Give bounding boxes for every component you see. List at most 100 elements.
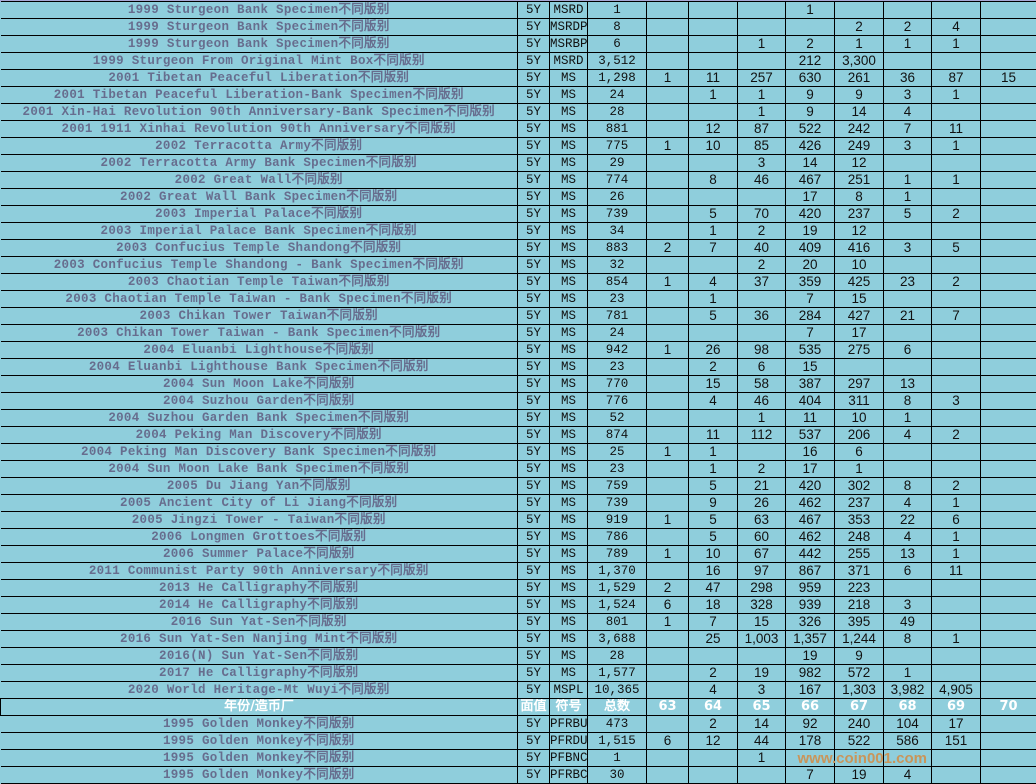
grade-63-cell[interactable] <box>647 172 689 189</box>
grade-67-cell[interactable]: 8 <box>835 189 884 206</box>
grade-63-cell[interactable] <box>647 427 689 444</box>
grade-68-cell[interactable] <box>884 155 932 172</box>
grade-67-cell[interactable]: 297 <box>835 376 884 393</box>
grade-70-cell[interactable] <box>981 155 1036 172</box>
grade-64-cell[interactable]: 12 <box>689 733 738 750</box>
total-cell[interactable]: 759 <box>588 478 647 495</box>
grade-code-cell[interactable]: MS <box>550 495 588 512</box>
grade-70-cell[interactable] <box>981 257 1036 274</box>
grade-64-cell[interactable]: 12 <box>689 121 738 138</box>
grade-68-cell[interactable]: 13 <box>884 376 932 393</box>
coin-name-cell[interactable]: 2003 Imperial Palace不同版别 <box>1 206 518 223</box>
grade-65-cell[interactable] <box>738 19 786 36</box>
grade-67-cell[interactable] <box>835 2 884 19</box>
grade-64-cell[interactable]: 5 <box>689 478 738 495</box>
grade-code-cell[interactable]: MSRD <box>550 53 588 70</box>
grade-69-cell[interactable]: 1 <box>932 36 981 53</box>
grade-70-cell[interactable] <box>981 767 1036 784</box>
grade-64-cell[interactable]: 1 <box>689 444 738 461</box>
face-value-cell[interactable]: 5Y <box>518 410 550 427</box>
coin-name-cell[interactable]: 2003 Confucius Temple Shandong不同版别 <box>1 240 518 257</box>
face-value-cell[interactable]: 5Y <box>518 750 550 767</box>
face-value-cell[interactable]: 5Y <box>518 172 550 189</box>
grade-69-cell[interactable] <box>932 342 981 359</box>
grade-code-cell[interactable]: MSRD <box>550 2 588 19</box>
grade-66-cell[interactable]: 420 <box>786 478 835 495</box>
grade-70-cell[interactable] <box>981 461 1036 478</box>
grade-69-cell[interactable] <box>932 461 981 478</box>
grade-68-cell[interactable]: 4 <box>884 495 932 512</box>
grade-64-cell[interactable] <box>689 257 738 274</box>
grade-66-cell[interactable]: 982 <box>786 665 835 682</box>
grade-70-cell[interactable] <box>981 291 1036 308</box>
face-value-cell[interactable]: 5Y <box>518 682 550 699</box>
grade-65-cell[interactable]: 14 <box>738 716 786 733</box>
grade-70-cell[interactable] <box>981 36 1036 53</box>
coin-name-cell[interactable]: 2004 Peking Man Discovery不同版别 <box>1 427 518 444</box>
grade-65-cell[interactable] <box>738 291 786 308</box>
grade-69-cell[interactable]: 5 <box>932 240 981 257</box>
grade-67-cell[interactable]: 371 <box>835 563 884 580</box>
grade-69-cell[interactable]: 2 <box>932 274 981 291</box>
grade-64-cell[interactable]: 7 <box>689 240 738 257</box>
grade-69-cell[interactable] <box>932 410 981 427</box>
grade-70-cell[interactable] <box>981 189 1036 206</box>
coin-name-cell[interactable]: 2004 Peking Man Discovery Bank Specimen不… <box>1 444 518 461</box>
grade-64-cell[interactable]: 2 <box>689 665 738 682</box>
grade-66-cell[interactable]: 630 <box>786 70 835 87</box>
face-value-cell[interactable]: 5Y <box>518 461 550 478</box>
grade-70-cell[interactable]: 15 <box>981 70 1036 87</box>
grade-code-cell[interactable]: MS <box>550 563 588 580</box>
grade-63-cell[interactable] <box>647 563 689 580</box>
face-value-cell[interactable]: 5Y <box>518 189 550 206</box>
coin-name-cell[interactable]: 1999 Sturgeon Bank Specimen不同版别 <box>1 2 518 19</box>
face-value-cell[interactable]: 5Y <box>518 70 550 87</box>
total-cell[interactable]: 1,524 <box>588 597 647 614</box>
grade-code-cell[interactable]: MS <box>550 172 588 189</box>
grade-66-cell[interactable]: 867 <box>786 563 835 580</box>
face-value-cell[interactable]: 5Y <box>518 597 550 614</box>
grade-68-cell[interactable] <box>884 2 932 19</box>
grade-68-cell[interactable] <box>884 461 932 478</box>
grade-70-cell[interactable] <box>981 393 1036 410</box>
grade-63-cell[interactable] <box>647 461 689 478</box>
coin-name-cell[interactable]: 2001 1911 Xinhai Revolution 90th Anniver… <box>1 121 518 138</box>
coin-name-cell[interactable]: 2016 Sun Yat-Sen不同版别 <box>1 614 518 631</box>
grade-70-cell[interactable] <box>981 410 1036 427</box>
total-cell[interactable]: 874 <box>588 427 647 444</box>
grade-67-cell[interactable]: 2 <box>835 19 884 36</box>
grade-64-cell[interactable] <box>689 36 738 53</box>
grade-70-cell[interactable] <box>981 240 1036 257</box>
grade-68-cell[interactable]: 4 <box>884 427 932 444</box>
grade-69-cell[interactable]: 1 <box>932 87 981 104</box>
total-cell[interactable]: 52 <box>588 410 647 427</box>
face-value-cell[interactable]: 5Y <box>518 546 550 563</box>
grade-66-cell[interactable]: 15 <box>786 359 835 376</box>
grade-70-cell[interactable] <box>981 376 1036 393</box>
grade-65-cell[interactable] <box>738 189 786 206</box>
grade-70-cell[interactable] <box>981 87 1036 104</box>
grade-70-cell[interactable] <box>981 53 1036 70</box>
grade-64-cell[interactable]: 47 <box>689 580 738 597</box>
grade-65-cell[interactable]: 26 <box>738 495 786 512</box>
grade-70-cell[interactable] <box>981 206 1036 223</box>
grade-69-cell[interactable]: 17 <box>932 716 981 733</box>
grade-63-cell[interactable] <box>647 393 689 410</box>
grade-code-cell[interactable]: MS <box>550 546 588 563</box>
grade-69-cell[interactable]: 11 <box>932 121 981 138</box>
grade-69-cell[interactable]: 4,905 <box>932 682 981 699</box>
grade-64-cell[interactable]: 11 <box>689 427 738 444</box>
grade-66-cell[interactable]: 409 <box>786 240 835 257</box>
grade-69-cell[interactable] <box>932 665 981 682</box>
grade-67-cell[interactable]: 9 <box>835 648 884 665</box>
grade-68-cell[interactable]: 3 <box>884 597 932 614</box>
grade-66-cell[interactable]: 16 <box>786 444 835 461</box>
grade-66-cell[interactable]: 7 <box>786 325 835 342</box>
face-value-cell[interactable]: 5Y <box>518 376 550 393</box>
grade-67-cell[interactable]: 17 <box>835 325 884 342</box>
coin-name-cell[interactable]: 2003 Chaotian Temple Taiwan - Bank Speci… <box>1 291 518 308</box>
grade-63-cell[interactable] <box>647 19 689 36</box>
grade-68-cell[interactable]: 4 <box>884 767 932 784</box>
coin-name-cell[interactable]: 2013 He Calligraphy不同版别 <box>1 580 518 597</box>
grade-65-cell[interactable] <box>738 444 786 461</box>
